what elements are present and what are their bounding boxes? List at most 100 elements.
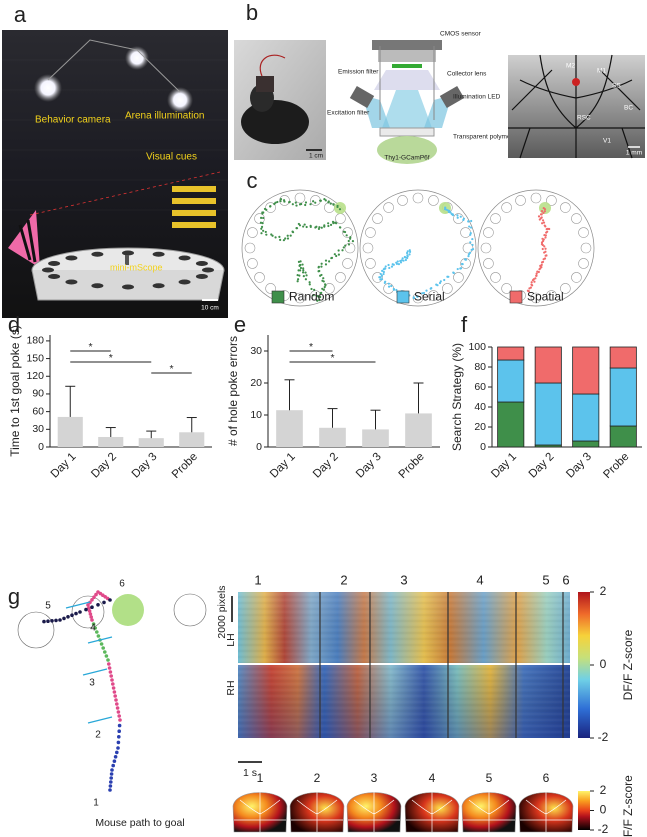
cortex-outline bbox=[406, 792, 458, 832]
path-dot bbox=[535, 274, 538, 277]
hole bbox=[152, 251, 165, 257]
path-dot bbox=[324, 263, 328, 266]
path-dot bbox=[335, 254, 338, 258]
segment-divider bbox=[65, 601, 91, 609]
colorbar-tick-label: 0 bbox=[600, 803, 607, 817]
path-dot bbox=[471, 243, 474, 247]
path-dot bbox=[451, 213, 455, 217]
legend-label: Serial bbox=[414, 290, 445, 304]
path-dot bbox=[330, 256, 333, 260]
region-label: BC bbox=[624, 105, 633, 112]
panel-letter: a bbox=[14, 2, 27, 27]
hole bbox=[453, 272, 464, 283]
goal bbox=[334, 202, 346, 214]
path-dot bbox=[324, 259, 328, 262]
path-dot bbox=[335, 222, 338, 225]
path-dot bbox=[116, 740, 121, 745]
segment-label: 4 bbox=[90, 623, 96, 634]
scale-label: 1 mm bbox=[626, 150, 642, 157]
hole bbox=[91, 251, 104, 257]
hole bbox=[365, 258, 376, 269]
segment-label: 1 bbox=[93, 798, 99, 809]
path-dot bbox=[54, 618, 58, 623]
hole bbox=[342, 227, 353, 238]
path-dot bbox=[542, 211, 545, 214]
panel-letter: f bbox=[461, 312, 468, 337]
hole bbox=[17, 611, 55, 649]
hole bbox=[546, 290, 557, 301]
diagram-label: Transparent polymer skull bbox=[453, 134, 528, 141]
path-dot bbox=[286, 237, 290, 240]
colorbar-tick-label: 2 bbox=[600, 783, 607, 797]
y-tick-label: 80 bbox=[474, 361, 486, 373]
path-dot bbox=[301, 263, 304, 266]
y-tick-label: 0 bbox=[38, 441, 44, 453]
path-dot bbox=[94, 592, 98, 597]
path-dot bbox=[344, 230, 347, 234]
path-dot bbox=[546, 230, 549, 233]
bar bbox=[405, 413, 432, 447]
path-dot bbox=[265, 233, 268, 236]
path-dot bbox=[294, 201, 297, 204]
segment-label: 6 bbox=[119, 579, 125, 590]
path-dot bbox=[93, 626, 97, 630]
path-dot bbox=[296, 280, 299, 283]
annotation: mini-mScope bbox=[110, 262, 163, 272]
path-dot bbox=[337, 253, 340, 256]
path-dot bbox=[541, 219, 545, 222]
path-dot bbox=[408, 250, 412, 253]
hole bbox=[560, 283, 571, 294]
path-dot bbox=[108, 788, 112, 792]
diagram-label: Thy1-GCamP6f bbox=[384, 155, 429, 162]
path-dot bbox=[113, 755, 118, 759]
y-axis-label: # of hole poke errors bbox=[226, 336, 240, 446]
hole bbox=[383, 283, 394, 294]
path-dot bbox=[312, 200, 315, 203]
path-dot bbox=[284, 237, 287, 240]
path-dot bbox=[304, 271, 307, 274]
scale-label: 1 s bbox=[243, 767, 257, 779]
path-dot bbox=[90, 618, 94, 622]
hole bbox=[515, 195, 526, 206]
hole bbox=[578, 227, 589, 238]
path-dot bbox=[297, 269, 300, 272]
path-dot bbox=[408, 249, 411, 252]
hemisphere-label: RH bbox=[225, 680, 237, 695]
path-dot bbox=[113, 694, 117, 698]
path-dot bbox=[467, 220, 470, 223]
x-tick-label: Day 1 bbox=[49, 451, 79, 481]
path-dot bbox=[117, 729, 121, 733]
hole bbox=[202, 267, 214, 273]
path-dot bbox=[387, 263, 390, 267]
path-dot bbox=[279, 238, 282, 241]
path-dot bbox=[260, 232, 263, 235]
hole bbox=[178, 279, 191, 285]
hole bbox=[412, 192, 424, 204]
path-dot bbox=[46, 619, 50, 623]
hole bbox=[335, 272, 346, 283]
path-dot bbox=[469, 233, 472, 236]
bar-segment bbox=[609, 346, 637, 369]
path-dot bbox=[327, 224, 330, 228]
annotation: Visual cues bbox=[146, 152, 197, 163]
path-dot bbox=[390, 265, 394, 268]
bar bbox=[319, 427, 346, 447]
path-dot bbox=[401, 257, 404, 260]
panel-letter: b bbox=[246, 0, 258, 25]
path-dot bbox=[338, 208, 342, 211]
path-dot bbox=[318, 269, 321, 273]
path-dot bbox=[87, 609, 92, 613]
path-dot bbox=[390, 284, 393, 288]
legend-swatch bbox=[396, 290, 410, 304]
hole bbox=[65, 279, 78, 285]
path-dot bbox=[412, 296, 415, 299]
path-dot bbox=[319, 274, 322, 277]
legend-swatch bbox=[271, 290, 285, 304]
diagram-label: Emission filter bbox=[338, 69, 379, 76]
hole bbox=[462, 242, 474, 254]
hole bbox=[294, 192, 306, 204]
hole bbox=[483, 227, 494, 238]
significance-label: * bbox=[88, 341, 92, 353]
path-dot bbox=[110, 678, 114, 682]
path-dot bbox=[289, 234, 292, 237]
